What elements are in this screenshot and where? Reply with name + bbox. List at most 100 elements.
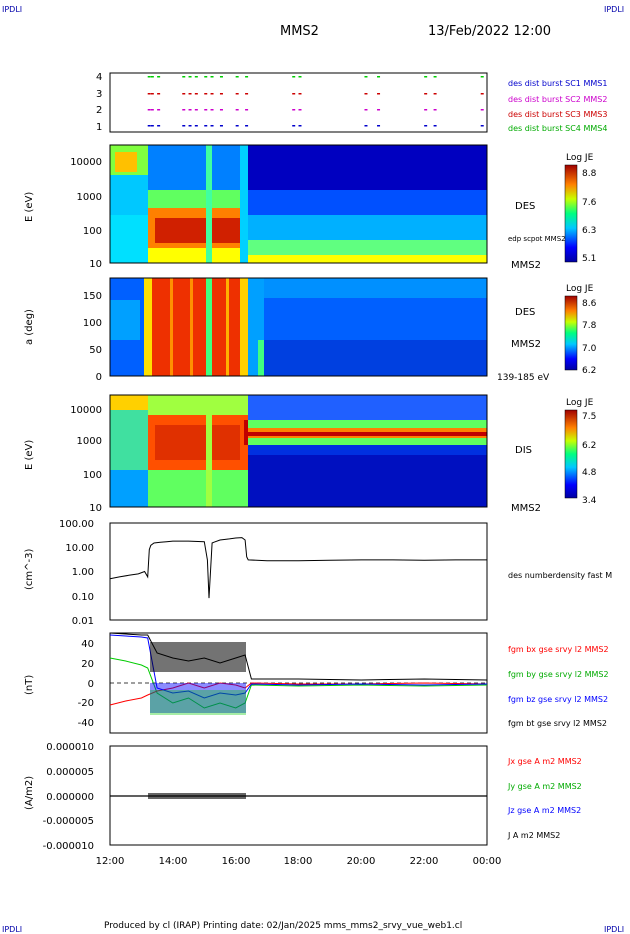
- des-energy-label: DES: [515, 201, 535, 212]
- burst-mark: [210, 125, 214, 127]
- time-axis: 12:00 14:00 16:00 18:00 20:00 22:00 00:0…: [96, 856, 502, 867]
- density-ytick-100: 100.00: [59, 519, 94, 530]
- panel-density: (cm^-3) 100.00 10.00 1.00 0.10 0.01 des …: [24, 519, 612, 627]
- des-energy-colorbar-tick-0: 8.8: [582, 169, 597, 179]
- des-pitch-colorbar: [564, 295, 578, 371]
- burst-mark: [433, 93, 437, 95]
- burst-mark: [204, 125, 208, 127]
- current-ytick-p5: 0.000005: [46, 767, 94, 778]
- des-energy-colorbar-tick-3: 5.1: [582, 254, 596, 264]
- burst-mark: [182, 93, 186, 95]
- burst-mark: [182, 125, 186, 127]
- burst-mark: [219, 125, 223, 127]
- des-energy-colorbar: [564, 164, 578, 263]
- density-ylabel: (cm^-3): [24, 549, 35, 590]
- dis-energy-colorbar: [564, 409, 578, 499]
- burst-mark: [377, 93, 381, 95]
- des-pitch-ytick-150: 150: [83, 291, 102, 302]
- burst-mark: [157, 125, 161, 127]
- dis-energy-colorbar-tick-3: 3.4: [582, 496, 597, 506]
- des-pitch-ytick-100: 100: [83, 318, 102, 329]
- dis-energy-colorbar-tick-0: 7.5: [582, 412, 596, 422]
- current-ylabel: (A/m2): [24, 776, 35, 810]
- burst-mark: [147, 125, 151, 127]
- des-pitch-mms-label: MMS2: [511, 339, 541, 350]
- des-pitch-colorbar-tick-2: 7.0: [582, 344, 597, 354]
- burst-mark: [204, 76, 208, 78]
- burst-label-mms4: des dist burst SC4 MMS4: [508, 124, 607, 133]
- burst-mark: [157, 76, 161, 78]
- burst-mark: [204, 93, 208, 95]
- time-tick-1800: 18:00: [284, 856, 313, 867]
- burst-mark: [424, 93, 428, 95]
- panel-dis-energy: E (eV) 10000 1000 100 10 DIS MMS2 Log JE…: [24, 394, 597, 514]
- burst-label-mms1: des dist burst SC1 MMS1: [508, 79, 607, 88]
- burst-mark: [292, 93, 296, 95]
- dis-energy-ytick-10000: 10000: [70, 405, 102, 416]
- dis-energy-colorbar-tick-1: 6.2: [582, 441, 596, 451]
- current-jy-label: Jy gse A m2 MMS2: [507, 782, 582, 791]
- des-energy-colorbar-title: Log JE: [566, 153, 594, 163]
- time-tick-1200: 12:00: [96, 856, 125, 867]
- burst-mark: [219, 109, 223, 111]
- burst-mark: [424, 109, 428, 111]
- fgm-by-line: [109, 657, 488, 709]
- burst-ytick-4: 4: [96, 72, 102, 83]
- panel-des-energy-frame: [109, 144, 488, 264]
- burst-ytick-2: 2: [96, 105, 102, 116]
- burst-mark: [298, 109, 302, 111]
- corner-label-bottom-right: IPDLI: [604, 925, 624, 934]
- burst-mark: [150, 109, 154, 111]
- dis-energy-label: DIS: [515, 445, 532, 456]
- current-ytick-m5: -0.000005: [43, 816, 94, 827]
- time-tick-1400: 14:00: [159, 856, 188, 867]
- burst-mark: [433, 125, 437, 127]
- panel-dis-energy-frame: [109, 394, 488, 508]
- dis-energy-ytick-10: 10: [89, 503, 102, 514]
- fgm-bz-label: fgm bz gse srvy l2 MMS2: [508, 695, 608, 704]
- burst-mark: [219, 93, 223, 95]
- des-energy-ytick-10: 10: [89, 259, 102, 270]
- dis-energy-colorbar-tick-2: 4.8: [582, 468, 597, 478]
- density-ytick-0.1: 0.10: [72, 592, 94, 603]
- burst-mark: [150, 125, 154, 127]
- time-tick-0000: 00:00: [473, 856, 502, 867]
- fgm-turbulence: [150, 642, 246, 715]
- panel-des-energy: E (eV) 10000 1000 100 10 DES edp scpot M…: [24, 144, 597, 271]
- dis-energy-ylabel: E (eV): [24, 440, 35, 470]
- burst-label-mms2: des dist burst SC2 MMS2: [508, 95, 607, 104]
- burst-mark: [194, 125, 198, 127]
- fgm-ytick-40: 40: [81, 639, 94, 650]
- burst-mark: [210, 76, 214, 78]
- density-series-line: [109, 537, 487, 599]
- des-energy-spectrogram: [110, 145, 487, 263]
- des-energy-ytick-100: 100: [83, 226, 102, 237]
- current-ytick-0: 0.000000: [46, 792, 94, 803]
- burst-mark: [364, 93, 368, 95]
- burst-mark: [182, 109, 186, 111]
- des-energy-ytick-10000: 10000: [70, 157, 102, 168]
- burst-mark: [235, 125, 239, 127]
- corner-label-top-left: IPDLI: [2, 5, 22, 14]
- des-energy-colorbar-tick-2: 6.3: [582, 226, 596, 236]
- fgm-ytick-m20: -20: [78, 698, 94, 709]
- burst-mark: [188, 93, 192, 95]
- density-series-label: des numberdensity fast M: [508, 571, 612, 580]
- burst-mark: [480, 93, 484, 95]
- current-jx-label: Jx gse A m2 MMS2: [507, 757, 582, 766]
- burst-mark: [292, 109, 296, 111]
- burst-mark: [194, 76, 198, 78]
- burst-mark: [292, 76, 296, 78]
- panel-current: (A/m2) 0.000010 0.000005 0.000000 -0.000…: [24, 742, 582, 852]
- density-ytick-1: 1.00: [72, 567, 94, 578]
- des-pitch-ytick-0: 0: [96, 372, 102, 383]
- des-energy-scpot-label: edp scpot MMS2: [508, 235, 566, 243]
- burst-mark: [157, 93, 161, 95]
- panel-burst-frame: [109, 72, 488, 133]
- des-pitch-ytick-50: 50: [89, 345, 102, 356]
- fgm-bx-label: fgm bx gse srvy l2 MMS2: [508, 645, 609, 654]
- burst-mark: [364, 109, 368, 111]
- burst-mark: [147, 76, 151, 78]
- burst-mark: [150, 76, 154, 78]
- burst-mark: [147, 109, 151, 111]
